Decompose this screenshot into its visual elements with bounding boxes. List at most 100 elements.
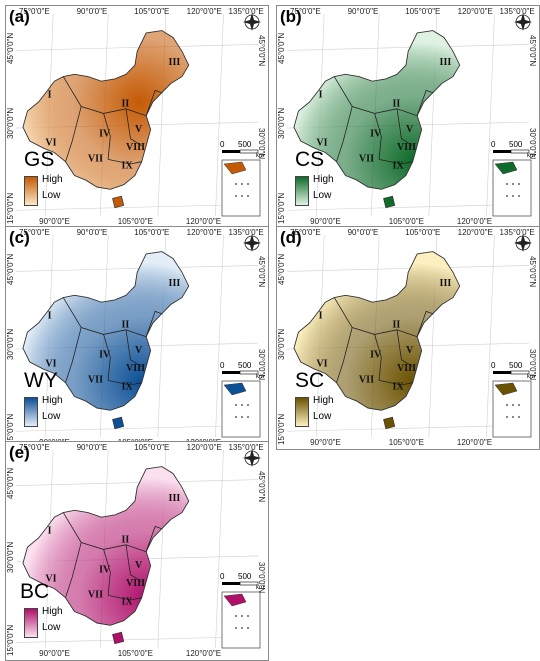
region-label-iii: III bbox=[440, 57, 452, 68]
scale-unit-label: km bbox=[256, 585, 264, 591]
region-label-iii: III bbox=[440, 278, 452, 289]
scale-unit-label: km bbox=[256, 153, 264, 159]
longitude-tick-bottom: 120°0'0"E bbox=[456, 217, 493, 226]
region-label-ix: IX bbox=[393, 381, 405, 392]
region-label-viii: VIII bbox=[126, 363, 145, 374]
latitude-tick-right: 30°0'0"N bbox=[257, 349, 266, 381]
scale-start-label: 0 bbox=[220, 572, 225, 581]
region-label-i: I bbox=[319, 310, 323, 321]
legend-high-label: High bbox=[313, 395, 334, 406]
panel-label: (d) bbox=[280, 228, 302, 247]
longitude-tick-top: 135°0'0"E bbox=[228, 443, 264, 452]
longitude-tick-top: 135°0'0"E bbox=[499, 7, 535, 16]
legend-low-label: Low bbox=[42, 411, 61, 422]
region-label-vii: VII bbox=[359, 375, 374, 386]
service-label: WY bbox=[24, 369, 58, 392]
region-label-ii: II bbox=[122, 98, 130, 109]
latitude-tick-left: 30°0'0"N bbox=[6, 329, 15, 361]
region-label-iv: IV bbox=[370, 128, 382, 139]
scale-start-label: 0 bbox=[220, 361, 225, 370]
legend-color-ramp bbox=[295, 176, 309, 206]
latitude-tick-left: 45°0'0"N bbox=[277, 253, 286, 285]
region-label-v: V bbox=[135, 345, 143, 356]
latitude-tick-left: 15°0'0"N bbox=[277, 413, 286, 445]
latitude-tick-right: 30°0'0"N bbox=[528, 349, 537, 381]
region-label-ix: IX bbox=[393, 160, 405, 171]
latitude-tick-left: 15°0'0"N bbox=[6, 192, 15, 224]
longitude-tick-top: 90°0'0"E bbox=[347, 228, 379, 237]
legend-color-ramp bbox=[295, 397, 309, 427]
service-label: SC bbox=[295, 369, 325, 392]
region-label-viii: VIII bbox=[397, 363, 416, 374]
longitude-tick-top: 120°0'0"E bbox=[186, 228, 222, 237]
region-label-iv: IV bbox=[99, 128, 111, 139]
legend-high-label: High bbox=[42, 606, 63, 617]
longitude-tick-top: 135°0'0"E bbox=[499, 228, 535, 237]
legend-high-label: High bbox=[42, 395, 63, 406]
map-panel-c: I II III IV V VI VII VIII IX (c) WY High Low 0 500 km 75… bbox=[5, 226, 269, 450]
north-arrow-icon bbox=[243, 449, 261, 467]
panel-label: (a) bbox=[9, 7, 30, 26]
latitude-tick-right: 30°0'0"N bbox=[528, 128, 537, 160]
scale-end-label: 500 bbox=[238, 361, 252, 370]
region-label-ii: II bbox=[122, 534, 130, 545]
region-label-i: I bbox=[48, 310, 52, 321]
longitude-tick-top: 120°0'0"E bbox=[186, 443, 222, 452]
region-label-ix: IX bbox=[122, 160, 134, 171]
region-label-iv: IV bbox=[99, 564, 111, 575]
longitude-tick-top: 75°0'0"E bbox=[18, 443, 50, 452]
longitude-tick-bottom: 90°0'0"E bbox=[39, 217, 70, 226]
scale-bar bbox=[493, 370, 530, 375]
longitude-tick-bottom: 105°0'0"E bbox=[117, 649, 153, 658]
scale-start-label: 0 bbox=[491, 140, 496, 149]
region-label-i: I bbox=[48, 525, 52, 536]
region-label-viii: VIII bbox=[126, 578, 145, 589]
map-panel-b: I II III IV V VI VII VIII IX (b) CS High Low 0 500 km 75… bbox=[276, 5, 540, 229]
north-arrow-icon bbox=[243, 13, 261, 31]
legend-color-ramp bbox=[24, 397, 38, 427]
longitude-tick-top: 105°0'0"E bbox=[134, 7, 170, 16]
region-label-viii: VIII bbox=[397, 142, 416, 153]
longitude-tick-top: 120°0'0"E bbox=[457, 228, 493, 237]
region-label-vii: VII bbox=[88, 590, 103, 601]
longitude-tick-bottom: 105°0'0"E bbox=[117, 217, 153, 226]
longitude-tick-bottom: 90°0'0"E bbox=[310, 217, 341, 226]
latitude-tick-left: 45°0'0"N bbox=[6, 32, 15, 64]
legend-low-label: Low bbox=[42, 190, 61, 201]
panel-label: (e) bbox=[9, 443, 30, 462]
longitude-tick-top: 105°0'0"E bbox=[405, 228, 441, 237]
region-label-iii: III bbox=[169, 278, 181, 289]
longitude-tick-top: 90°0'0"E bbox=[347, 7, 379, 16]
service-label: CS bbox=[295, 148, 325, 171]
scale-bar bbox=[222, 581, 259, 586]
latitude-tick-left: 30°0'0"N bbox=[277, 329, 286, 361]
region-label-i: I bbox=[48, 89, 52, 100]
map-panel-d: I II III IV V VI VII VIII IX (d) SC High Low 0 500 km 75… bbox=[276, 226, 540, 450]
region-label-vi: VI bbox=[316, 358, 327, 369]
legend-color-ramp bbox=[24, 608, 38, 638]
longitude-tick-top: 135°0'0"E bbox=[228, 7, 264, 16]
latitude-tick-right: 45°0'0"N bbox=[257, 470, 266, 502]
longitude-tick-top: 75°0'0"E bbox=[18, 7, 50, 16]
region-label-v: V bbox=[135, 124, 143, 135]
latitude-tick-left: 45°0'0"N bbox=[277, 32, 286, 64]
panel-label: (c) bbox=[9, 228, 30, 247]
latitude-tick-left: 30°0'0"N bbox=[6, 542, 15, 574]
legend-high-label: High bbox=[42, 174, 63, 185]
region-label-v: V bbox=[406, 345, 414, 356]
scale-bar bbox=[222, 149, 259, 154]
region-label-i: I bbox=[319, 89, 323, 100]
longitude-tick-bottom: 105°0'0"E bbox=[388, 438, 424, 447]
latitude-tick-left: 45°0'0"N bbox=[6, 468, 15, 500]
longitude-tick-bottom: 120°0'0"E bbox=[185, 217, 222, 226]
latitude-tick-left: 15°0'0"N bbox=[277, 192, 286, 224]
north-arrow-icon bbox=[514, 234, 532, 252]
service-label: BC bbox=[20, 580, 50, 603]
longitude-tick-top: 120°0'0"E bbox=[457, 7, 493, 16]
region-label-vi: VI bbox=[316, 137, 327, 148]
scale-start-label: 0 bbox=[220, 140, 225, 149]
legend-low-label: Low bbox=[42, 622, 61, 633]
longitude-tick-top: 105°0'0"E bbox=[134, 228, 170, 237]
